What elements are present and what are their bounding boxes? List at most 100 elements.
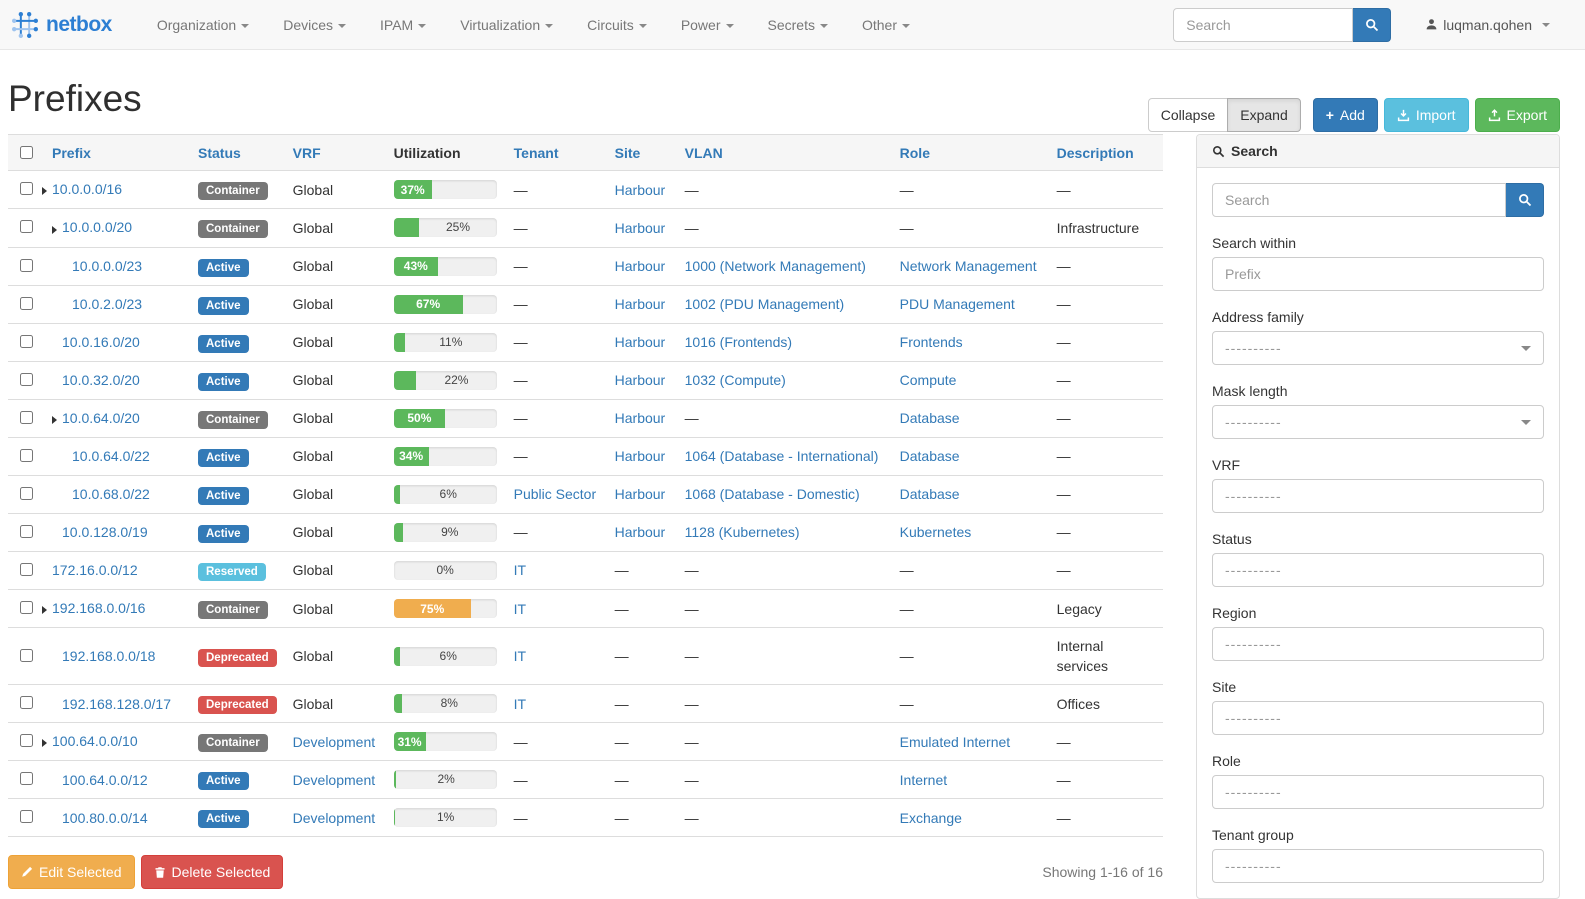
row-checkbox[interactable] — [20, 334, 33, 348]
navbar-search-button[interactable] — [1353, 7, 1392, 42]
column-header-tenant[interactable]: Tenant — [505, 134, 607, 171]
column-header-vlan[interactable]: VLAN — [676, 134, 892, 171]
prefix-link[interactable]: 192.168.0.0/16 — [52, 599, 146, 616]
row-checkbox[interactable] — [20, 601, 33, 615]
vlan-link[interactable]: 1064 (Database - International) — [684, 448, 879, 465]
row-checkbox[interactable] — [20, 486, 33, 500]
nav-menu-other[interactable]: Other — [845, 2, 927, 48]
row-checkbox[interactable] — [20, 772, 33, 786]
filter-field-address-family[interactable]: ---------- — [1212, 331, 1544, 365]
site-link[interactable]: Harbour — [614, 448, 666, 465]
role-link[interactable]: Emulated Internet — [899, 733, 1011, 750]
prefix-link[interactable]: 10.0.16.0/20 — [62, 334, 140, 351]
filter-field-search-within[interactable] — [1212, 257, 1544, 291]
prefix-link[interactable]: 100.64.0.0/12 — [62, 771, 148, 788]
nav-menu-virtualization[interactable]: Virtualization — [443, 2, 570, 48]
nav-menu-organization[interactable]: Organization — [140, 2, 266, 48]
site-link[interactable]: Harbour — [614, 219, 666, 236]
collapse-button[interactable]: Collapse — [1147, 98, 1229, 132]
vlan-link[interactable]: 1002 (PDU Management) — [684, 296, 845, 313]
prefix-link[interactable]: 192.168.128.0/17 — [62, 695, 171, 712]
filter-field-role[interactable]: ---------- — [1212, 775, 1544, 809]
vrf-link[interactable]: Development — [292, 809, 376, 826]
vlan-link[interactable]: 1016 (Frontends) — [684, 334, 793, 351]
role-link[interactable]: Database — [899, 486, 960, 503]
expand-button[interactable]: Expand — [1227, 98, 1301, 132]
prefix-link[interactable]: 10.0.64.0/20 — [62, 409, 140, 426]
role-link[interactable]: Network Management — [899, 258, 1037, 275]
filter-search-button[interactable] — [1506, 183, 1544, 217]
filter-field-region[interactable]: ---------- — [1212, 627, 1544, 661]
prefix-link[interactable]: 10.0.0.0/20 — [62, 219, 133, 236]
column-header-description[interactable]: Description — [1048, 134, 1163, 171]
column-header-role[interactable]: Role — [891, 134, 1049, 171]
prefix-link[interactable]: 172.16.0.0/12 — [52, 562, 138, 579]
filter-field-mask-length[interactable]: ---------- — [1212, 405, 1544, 439]
role-link[interactable]: PDU Management — [899, 296, 1015, 313]
prefix-link[interactable]: 10.0.64.0/22 — [72, 448, 150, 465]
site-link[interactable]: Harbour — [614, 486, 666, 503]
column-header-site[interactable]: Site — [606, 134, 677, 171]
prefix-link[interactable]: 10.0.68.0/22 — [72, 486, 150, 503]
tenant-link[interactable]: Public Sector — [513, 486, 597, 503]
role-link[interactable]: Kubernetes — [899, 524, 972, 541]
tenant-link[interactable]: IT — [513, 695, 527, 712]
row-checkbox[interactable] — [20, 372, 33, 386]
add-button[interactable]: + Add — [1312, 98, 1378, 132]
prefix-link[interactable]: 10.0.32.0/20 — [62, 372, 140, 389]
row-checkbox[interactable] — [20, 810, 33, 824]
tenant-link[interactable]: IT — [513, 600, 527, 617]
site-link[interactable]: Harbour — [614, 258, 666, 275]
row-checkbox[interactable] — [20, 734, 33, 748]
site-link[interactable]: Harbour — [614, 410, 666, 427]
site-link[interactable]: Harbour — [614, 334, 666, 351]
row-checkbox[interactable] — [20, 524, 33, 538]
row-checkbox[interactable] — [20, 448, 33, 462]
delete-selected-button[interactable]: Delete Selected — [140, 855, 284, 890]
site-link[interactable]: Harbour — [614, 296, 666, 313]
prefix-link[interactable]: 10.0.0.0/16 — [52, 181, 123, 197]
nav-menu-devices[interactable]: Devices — [266, 2, 363, 48]
nav-menu-ipam[interactable]: IPAM — [363, 2, 443, 48]
prefix-link[interactable]: 100.80.0.0/14 — [62, 809, 148, 826]
row-checkbox[interactable] — [20, 648, 33, 662]
row-checkbox[interactable] — [20, 696, 33, 710]
user-menu[interactable]: luqman.qohen — [1425, 17, 1550, 33]
row-checkbox[interactable] — [20, 410, 33, 424]
prefix-link[interactable]: 10.0.2.0/23 — [72, 296, 143, 313]
row-checkbox[interactable] — [20, 220, 33, 234]
filter-field-vrf[interactable]: ---------- — [1212, 479, 1544, 513]
select-all-checkbox[interactable] — [20, 146, 33, 159]
edit-selected-button[interactable]: Edit Selected — [8, 855, 135, 890]
role-link[interactable]: Exchange — [899, 809, 962, 826]
vlan-link[interactable]: 1068 (Database - Domestic) — [684, 486, 860, 503]
netbox-brand[interactable]: netbox — [10, 10, 112, 40]
prefix-link[interactable]: 10.0.0.0/23 — [72, 258, 143, 275]
prefix-link[interactable]: 100.64.0.0/10 — [52, 733, 138, 750]
prefix-link[interactable]: 192.168.0.0/18 — [62, 648, 156, 665]
site-link[interactable]: Harbour — [614, 372, 666, 389]
nav-menu-power[interactable]: Power — [664, 2, 751, 48]
filter-field-tenant-group[interactable]: ---------- — [1212, 849, 1544, 883]
role-link[interactable]: Internet — [899, 771, 948, 788]
vrf-link[interactable]: Development — [292, 733, 376, 750]
vrf-link[interactable]: Development — [292, 771, 376, 788]
prefix-link[interactable]: 10.0.128.0/19 — [62, 524, 148, 541]
row-checkbox[interactable] — [20, 258, 33, 272]
filter-search-input[interactable] — [1212, 183, 1506, 217]
import-button[interactable]: Import — [1383, 98, 1469, 132]
vlan-link[interactable]: 1032 (Compute) — [684, 372, 786, 389]
site-link[interactable]: Harbour — [614, 524, 666, 541]
column-header-prefix[interactable]: Prefix — [44, 134, 190, 171]
tenant-link[interactable]: IT — [513, 562, 527, 579]
filter-field-site[interactable]: ---------- — [1212, 701, 1544, 735]
role-link[interactable]: Database — [899, 410, 960, 427]
column-header-vrf[interactable]: VRF — [284, 134, 386, 171]
role-link[interactable]: Database — [899, 448, 960, 465]
nav-menu-secrets[interactable]: Secrets — [751, 2, 845, 48]
vlan-link[interactable]: 1000 (Network Management) — [684, 258, 866, 275]
row-checkbox[interactable] — [20, 182, 33, 196]
role-link[interactable]: Compute — [899, 372, 957, 389]
export-button[interactable]: Export — [1474, 98, 1560, 132]
vlan-link[interactable]: 1128 (Kubernetes) — [684, 524, 800, 541]
